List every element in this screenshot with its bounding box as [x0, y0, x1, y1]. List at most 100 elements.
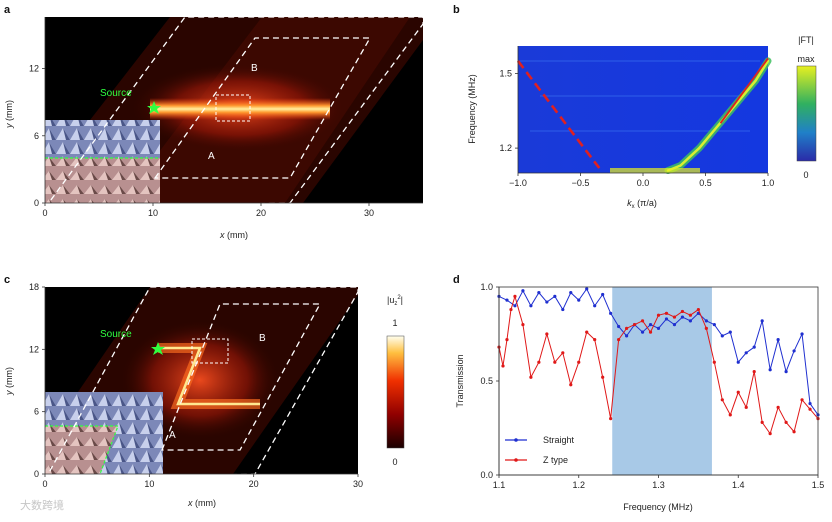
- series-straight-point: [529, 304, 533, 308]
- series-z-type-point: [728, 413, 732, 417]
- panel-c-colorbar-title: |uz2|: [387, 295, 403, 307]
- panel-c-boundary-outer: [43, 286, 359, 481]
- panel-a-xtick-label: 20: [256, 208, 266, 218]
- panel-a-waveguide-beam: [150, 98, 330, 120]
- panel-a-window-box: [215, 94, 251, 122]
- panel-d-shaded-band: [612, 287, 712, 475]
- series-straight-point: [640, 330, 645, 334]
- panel-b-colorbar-min: 0: [803, 170, 808, 180]
- series-straight-point: [784, 370, 788, 374]
- panel-label-c: c: [4, 274, 10, 286]
- series-z-type-point: [593, 338, 597, 342]
- series-z-type-point: [537, 360, 541, 364]
- series-z-type-point: [736, 390, 740, 394]
- panel-c-colorbar-max: 1: [392, 318, 397, 328]
- series-straight-point: [808, 401, 812, 406]
- series-straight-point: [776, 338, 780, 342]
- panel-label-a: a: [4, 4, 11, 16]
- series-straight-point: [569, 291, 573, 295]
- panel-b-xtick-label: 1.0: [762, 178, 775, 188]
- series-z-type-point: [760, 420, 764, 424]
- panel-d-ytick-label: 0.0: [480, 470, 493, 480]
- panel-c-ytick-label: 18: [29, 282, 39, 292]
- series-straight-point: [585, 287, 589, 291]
- panel-d-ytick-label: 0.5: [480, 376, 493, 386]
- series-z-type-point: [672, 315, 677, 319]
- series-z-type-point: [808, 407, 812, 411]
- panel-c-xtick-label: 20: [249, 479, 259, 489]
- series-z-type-point: [744, 405, 748, 409]
- series-z-type-point: [680, 309, 685, 314]
- series-straight-point: [752, 345, 756, 349]
- series-z-type-point: [553, 360, 557, 364]
- panel-d-xlabel: Frequency (MHz): [623, 502, 693, 512]
- series-z-type-point: [640, 319, 645, 323]
- panel-c-xlabel: x (mm): [187, 498, 216, 508]
- series-z-type-point: [664, 311, 669, 315]
- series-straight-point: [672, 323, 677, 327]
- series-z-type-point: [569, 383, 573, 387]
- panel-b-colorbar-max: max: [797, 54, 815, 64]
- panel-b-noise-band-2: [540, 95, 740, 97]
- panel-a-source-label: Source: [100, 88, 132, 99]
- watermark: 大数跨境: [20, 498, 64, 512]
- panel-c-colorbar: [386, 335, 405, 449]
- series-z-type-point: [768, 432, 772, 436]
- panel-d-xtick-label: 1.1: [493, 480, 506, 490]
- panel-a-axes: 0 10 20 30 0 6 12: [29, 17, 423, 218]
- panel-d-xtick-label: 1.3: [652, 480, 665, 490]
- series-z-type-point: [521, 323, 525, 327]
- series-z-type-point: [529, 375, 533, 379]
- series-straight-point: [513, 304, 517, 308]
- series-straight-point: [648, 323, 653, 327]
- legend-straight-label: Straight: [543, 435, 575, 445]
- panel-c-axes: 0 10 20 30 0 6 12 18: [29, 282, 363, 489]
- panel-c-xtick-label: 10: [144, 479, 154, 489]
- panel-a-boundary-inner: [153, 37, 372, 179]
- panel-b-noise: [520, 60, 760, 132]
- panel-label-d: d: [453, 274, 460, 286]
- panel-b-dispersion-band-core: [666, 59, 770, 172]
- series-straight-point: [720, 334, 724, 338]
- panel-c-boundary-inner: [161, 303, 322, 451]
- legend-straight-marker: [514, 438, 518, 442]
- series-straight-point: [577, 298, 581, 302]
- panel-b-xlabel: kx (π/a): [627, 198, 657, 210]
- panel-d-xtick-label: 1.4: [732, 480, 745, 490]
- series-straight-point: [545, 300, 549, 304]
- panel-c-ylabel: y (mm): [4, 367, 14, 396]
- series-z-type-point: [648, 330, 653, 334]
- panel-c-region-b-label: B: [259, 333, 266, 344]
- panel-b-xtick-label: 0.5: [699, 178, 712, 188]
- series-straight-point: [736, 360, 740, 364]
- panel-b-noise-band-3: [530, 130, 750, 132]
- panel-b-ytick-label: 1.2: [499, 143, 512, 153]
- series-z-type-point: [609, 417, 613, 421]
- legend-ztype-label: Z type: [543, 455, 568, 465]
- series-z-type-point: [501, 364, 505, 368]
- panel-a-xtick-label: 0: [42, 208, 47, 218]
- panel-b-ytick-label: 1.5: [499, 68, 512, 78]
- panel-a-inset-pink: [45, 158, 160, 203]
- panel-c-waveguide-path: [158, 346, 260, 406]
- panel-d-legend: Straight Z type: [505, 435, 575, 465]
- panel-c-source-marker: [151, 342, 165, 355]
- series-z-type-point: [509, 307, 513, 312]
- panel-a-ytick-label: 0: [34, 198, 39, 208]
- panel-a-plot-area: Source B A: [43, 16, 424, 209]
- panel-a-ytick-label: 12: [29, 64, 39, 74]
- series-straight-point: [744, 351, 748, 355]
- series-z-type-point: [625, 326, 629, 330]
- series-z-type-point: [720, 398, 724, 402]
- series-straight-point: [609, 311, 613, 315]
- panel-a-region-b-label: B: [251, 63, 258, 74]
- panel-c-window-box: [191, 338, 229, 364]
- panel-label-b: b: [453, 4, 460, 16]
- series-z-type-point: [776, 405, 780, 409]
- series-straight-point: [688, 319, 693, 323]
- panel-b-xtick-label: −0.5: [572, 178, 590, 188]
- panel-c-ytick-label: 12: [29, 344, 39, 354]
- series-straight-point: [656, 326, 661, 330]
- series-z-type-point: [505, 338, 509, 342]
